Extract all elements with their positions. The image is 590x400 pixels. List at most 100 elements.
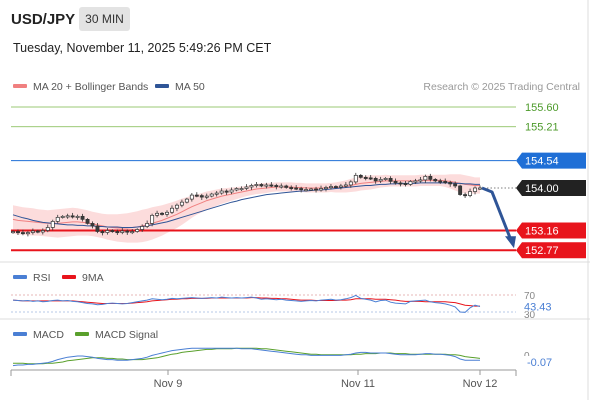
candle — [194, 192, 199, 198]
x-tick-nov12: Nov 12 — [463, 370, 497, 390]
candle — [224, 189, 229, 195]
candle — [11, 230, 15, 234]
candle — [448, 180, 453, 187]
candle — [204, 193, 209, 200]
candle — [105, 228, 110, 235]
candle — [229, 187, 234, 195]
candle — [343, 182, 348, 188]
candle — [130, 229, 135, 235]
candle — [353, 172, 358, 184]
level-label: 155.60 — [525, 102, 559, 114]
candle — [254, 181, 259, 188]
level-label: 154.00 — [525, 183, 559, 195]
candle — [383, 177, 388, 181]
x-tick-label-nov11: Nov 11 — [341, 378, 375, 390]
candle — [378, 176, 383, 183]
candle — [150, 213, 155, 227]
legend-label-macd-signal: MACD Signal — [95, 329, 158, 341]
candle — [20, 229, 25, 236]
candle — [348, 180, 353, 188]
candle — [388, 176, 393, 184]
timeframe-button[interactable]: 30 MIN — [79, 7, 130, 31]
candle — [60, 215, 65, 219]
copyright-text: Research © 2025 Trading Central — [423, 81, 580, 93]
candle — [274, 183, 279, 190]
candle — [135, 228, 140, 233]
candle — [244, 184, 249, 191]
candle — [408, 180, 413, 186]
candle — [324, 185, 328, 192]
rsi-tick-30: 30 — [524, 310, 536, 321]
candle — [55, 214, 60, 224]
candle — [35, 229, 40, 234]
level-support-152-77: 152.77 — [11, 242, 586, 259]
candle — [279, 183, 284, 189]
candle — [368, 174, 373, 181]
candle — [398, 181, 403, 187]
legend-swatch-9ma — [62, 275, 76, 279]
candle — [110, 229, 115, 233]
candle — [239, 186, 244, 191]
level-label: 155.21 — [525, 122, 559, 134]
legend-label-9ma: 9MA — [82, 272, 104, 284]
level-pivot-154-54: 154.54 — [11, 152, 586, 169]
candle — [160, 212, 164, 216]
candle — [199, 193, 204, 200]
candle — [294, 185, 299, 191]
candle — [259, 183, 264, 188]
level-last-154-00: 154.00 — [480, 179, 586, 196]
level-label: 152.77 — [525, 245, 559, 257]
candle — [70, 212, 75, 219]
legend-swatch-rsi — [13, 275, 27, 279]
candle — [170, 205, 174, 214]
macd-legend: MACD MACD Signal — [13, 329, 158, 341]
price-panel: 155.60 155.21 154.54 154.00 153.16 152.77 — [11, 102, 586, 259]
candle — [309, 187, 314, 191]
rsi-line — [12, 294, 481, 313]
candle — [269, 182, 274, 188]
candle — [304, 187, 309, 192]
candle — [329, 183, 333, 190]
legend-label-rsi: RSI — [33, 272, 51, 284]
candle — [50, 219, 55, 231]
candle — [423, 174, 428, 183]
level-support-153-16: 153.16 — [11, 222, 586, 239]
x-tick-nov9: Nov 9 — [154, 370, 182, 390]
level-label: 154.54 — [525, 156, 559, 168]
macd-value-bg — [522, 356, 562, 367]
candle — [358, 174, 363, 179]
legend-swatch-ma20 — [13, 84, 27, 88]
candle — [174, 203, 179, 212]
legend-label-macd: MACD — [33, 329, 64, 341]
candle — [333, 185, 338, 189]
chart-datetime: Tuesday, November 11, 2025 5:49:26 PM CE… — [13, 41, 272, 55]
candle — [125, 229, 130, 235]
candle — [65, 213, 70, 219]
candle — [403, 180, 408, 187]
candle — [458, 184, 463, 196]
candle — [363, 175, 368, 181]
legend-label-ma20: MA 20 + Bollinger Bands — [33, 81, 148, 93]
candle — [145, 220, 150, 229]
candle — [393, 178, 398, 185]
level-label: 153.16 — [525, 226, 559, 238]
candle — [473, 186, 477, 195]
candle — [314, 186, 319, 193]
candle — [75, 214, 80, 220]
candle — [453, 181, 458, 189]
price-legend: MA 20 + Bollinger Bands MA 50 Research ©… — [13, 81, 580, 93]
candle — [433, 178, 438, 183]
candle — [468, 188, 473, 198]
candle — [249, 183, 254, 190]
legend-label-ma50: MA 50 — [175, 81, 205, 93]
rsi-last-value: 43.43 — [524, 301, 552, 313]
candle — [100, 229, 105, 236]
legend-swatch-macd-signal — [75, 332, 89, 336]
candle — [16, 229, 20, 236]
candle — [115, 229, 120, 236]
candle — [284, 184, 289, 189]
legend-swatch-ma50 — [155, 84, 169, 88]
candle — [338, 183, 343, 190]
